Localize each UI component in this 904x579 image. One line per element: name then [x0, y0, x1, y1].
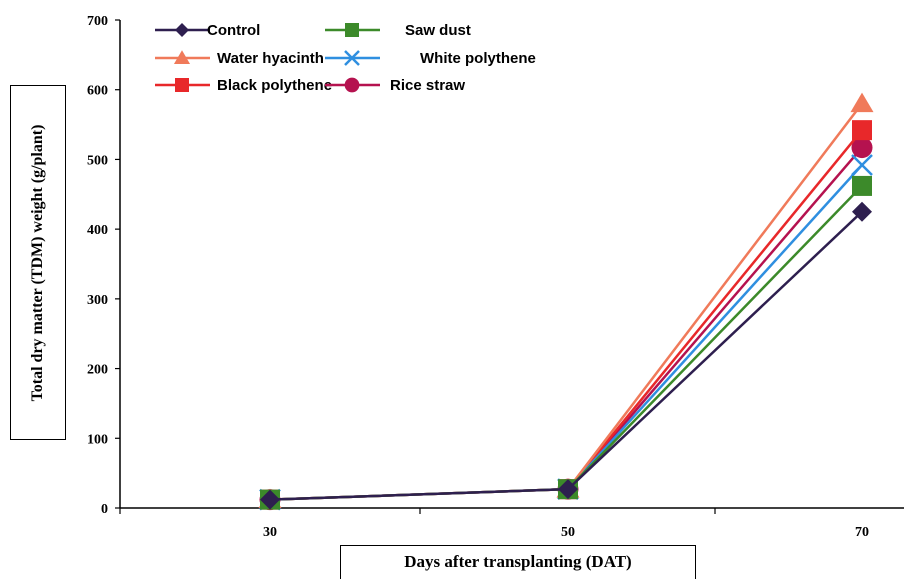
- y-axis-label: Total dry matter (TDM) weight (g/plant): [29, 124, 46, 401]
- legend-marker: [175, 78, 189, 92]
- series-line: [269, 129, 863, 501]
- data-point: [851, 154, 873, 176]
- legend-marker: [173, 50, 191, 64]
- series-control: [260, 201, 872, 510]
- legend-label: Black polythene: [217, 77, 332, 94]
- y-tick-label: 600: [87, 84, 108, 99]
- legend-label: White polythene: [420, 50, 536, 67]
- data-point: [852, 175, 872, 196]
- y-tick-label: 100: [87, 432, 108, 447]
- y-tick-label: 700: [87, 14, 108, 29]
- data-point: [850, 92, 874, 113]
- series-water-hyacinth: [258, 92, 874, 509]
- x-axis-label: Days after transplanting (DAT): [404, 552, 632, 571]
- legend-label: Saw dust: [405, 22, 471, 39]
- y-tick-label: 0: [101, 502, 108, 517]
- legend-item-saw-dust: Saw dust: [325, 22, 471, 39]
- series-black-polythene: [260, 120, 872, 510]
- legend-label: Control: [207, 22, 260, 39]
- legend-marker: [175, 23, 189, 37]
- y-tick-label: 300: [87, 293, 108, 308]
- legend-label: Rice straw: [390, 77, 465, 94]
- data-point: [558, 479, 578, 500]
- series-line: [269, 146, 863, 501]
- legend-item-water-hyacinth: Water hyacinth: [155, 50, 324, 67]
- y-axis-label-box: Total dry matter (TDM) weight (g/plant): [10, 85, 66, 440]
- series-line: [269, 210, 863, 501]
- data-point: [851, 137, 873, 159]
- y-tick-label: 500: [87, 153, 108, 168]
- y-tick-label: 400: [87, 223, 108, 238]
- y-tick-label: 200: [87, 363, 108, 378]
- series-line: [269, 185, 863, 501]
- data-point: [852, 120, 872, 141]
- legend-label: Water hyacinth: [217, 50, 324, 67]
- legend-marker: [345, 23, 359, 37]
- legend-item-rice-straw: Rice straw: [325, 77, 465, 94]
- x-tick-label: 30: [263, 525, 277, 540]
- legend-marker: [344, 50, 360, 66]
- x-tick-label: 70: [855, 525, 869, 540]
- series-rice-straw: [259, 137, 873, 511]
- series-line: [269, 102, 863, 501]
- data-point: [852, 201, 872, 222]
- x-axis-label-box: Days after transplanting (DAT): [340, 545, 696, 579]
- x-tick-label: 50: [561, 525, 575, 540]
- series-white-polythene: [259, 154, 873, 511]
- legend-item-black-polythene: Black polythene: [155, 77, 332, 94]
- data-point: [260, 489, 280, 510]
- series-line: [269, 164, 863, 501]
- legend-marker: [344, 77, 360, 93]
- series-saw-dust: [260, 175, 872, 510]
- legend-item-white-polythene: White polythene: [325, 50, 536, 67]
- legend-item-control: Control: [155, 22, 260, 39]
